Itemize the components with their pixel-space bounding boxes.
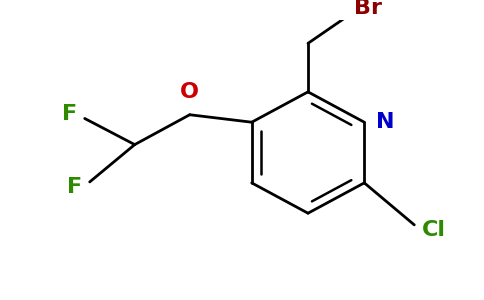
Text: Br: Br [354, 0, 382, 18]
Text: O: O [180, 82, 199, 102]
Text: Cl: Cl [423, 220, 446, 239]
Text: F: F [61, 104, 76, 124]
Text: N: N [376, 112, 395, 132]
Text: F: F [67, 177, 82, 196]
